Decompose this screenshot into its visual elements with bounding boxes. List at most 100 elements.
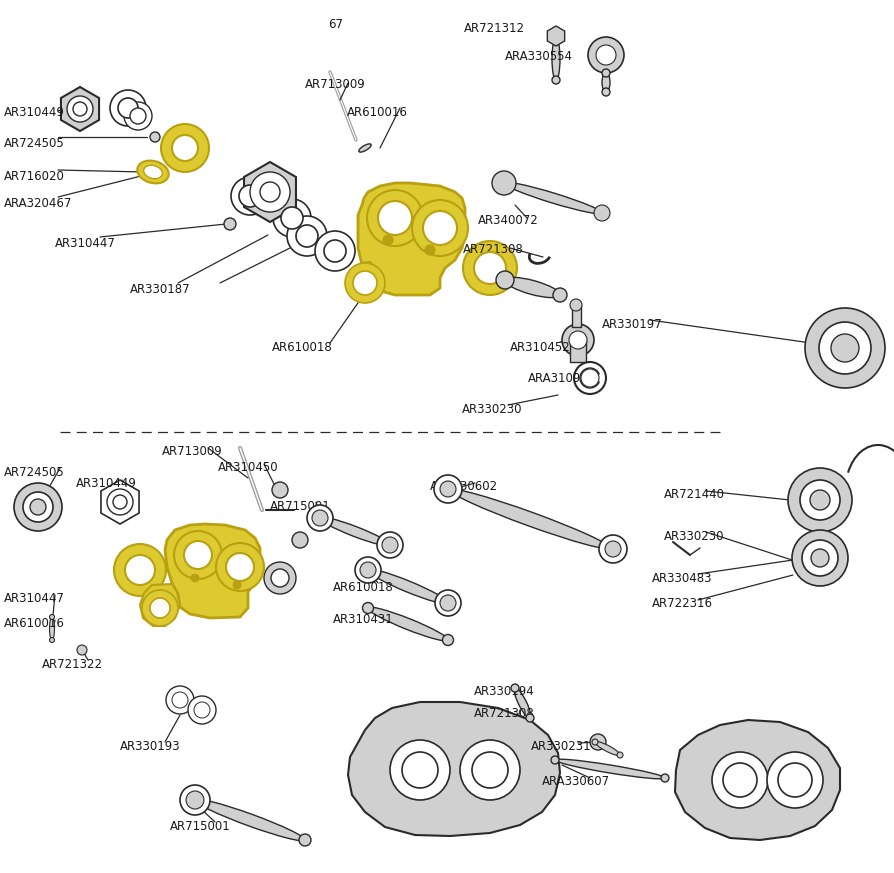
Circle shape bbox=[390, 740, 450, 800]
Circle shape bbox=[552, 76, 560, 84]
Text: AR721308: AR721308 bbox=[463, 243, 524, 256]
Circle shape bbox=[264, 562, 296, 594]
Circle shape bbox=[345, 263, 385, 303]
Circle shape bbox=[463, 241, 517, 295]
Circle shape bbox=[114, 544, 166, 596]
Circle shape bbox=[385, 540, 395, 550]
Polygon shape bbox=[348, 262, 380, 300]
Polygon shape bbox=[61, 87, 99, 131]
Text: AR330197: AR330197 bbox=[602, 318, 662, 331]
Text: AR330194: AR330194 bbox=[474, 685, 535, 698]
Ellipse shape bbox=[138, 161, 169, 183]
Circle shape bbox=[315, 231, 355, 271]
Circle shape bbox=[315, 513, 325, 523]
Polygon shape bbox=[358, 183, 465, 295]
Circle shape bbox=[440, 481, 456, 497]
Circle shape bbox=[443, 635, 453, 645]
Circle shape bbox=[272, 482, 288, 498]
Circle shape bbox=[118, 98, 138, 118]
Polygon shape bbox=[101, 480, 139, 524]
Circle shape bbox=[499, 178, 509, 188]
Circle shape bbox=[819, 322, 871, 374]
Circle shape bbox=[605, 541, 621, 557]
Circle shape bbox=[353, 271, 377, 295]
Circle shape bbox=[150, 598, 170, 618]
Polygon shape bbox=[140, 584, 180, 626]
Text: AR310447: AR310447 bbox=[55, 237, 116, 250]
Ellipse shape bbox=[450, 489, 610, 549]
Circle shape bbox=[231, 177, 269, 215]
Polygon shape bbox=[165, 524, 260, 618]
Text: ARA330554: ARA330554 bbox=[505, 50, 573, 63]
Circle shape bbox=[226, 553, 254, 581]
Circle shape bbox=[594, 205, 610, 221]
Circle shape bbox=[174, 531, 222, 579]
Text: AR610018: AR610018 bbox=[333, 581, 393, 594]
Polygon shape bbox=[547, 26, 565, 46]
Circle shape bbox=[788, 468, 852, 532]
Polygon shape bbox=[675, 720, 840, 840]
Circle shape bbox=[191, 574, 199, 582]
Circle shape bbox=[492, 171, 516, 195]
Circle shape bbox=[570, 299, 582, 311]
Circle shape bbox=[574, 362, 606, 394]
Circle shape bbox=[125, 555, 155, 585]
Bar bbox=[572, 305, 581, 327]
Circle shape bbox=[287, 216, 327, 256]
Circle shape bbox=[434, 475, 462, 503]
Text: AR721440: AR721440 bbox=[664, 488, 725, 501]
Circle shape bbox=[831, 334, 859, 362]
Circle shape bbox=[552, 34, 560, 42]
Circle shape bbox=[603, 541, 617, 555]
Text: AR715001: AR715001 bbox=[170, 820, 231, 833]
Circle shape bbox=[569, 331, 587, 349]
Circle shape bbox=[474, 252, 506, 284]
Ellipse shape bbox=[368, 569, 448, 604]
Circle shape bbox=[172, 135, 198, 161]
Circle shape bbox=[511, 684, 519, 692]
Ellipse shape bbox=[595, 741, 620, 755]
Circle shape bbox=[161, 124, 209, 172]
Text: ARA310954: ARA310954 bbox=[528, 372, 596, 385]
Polygon shape bbox=[244, 162, 296, 222]
Circle shape bbox=[498, 273, 512, 287]
Text: AR310447: AR310447 bbox=[4, 592, 65, 605]
Circle shape bbox=[472, 752, 508, 788]
Text: AR330483: AR330483 bbox=[652, 572, 713, 585]
Text: AR330230: AR330230 bbox=[664, 530, 724, 543]
Circle shape bbox=[281, 207, 303, 229]
Circle shape bbox=[67, 96, 93, 122]
Circle shape bbox=[166, 686, 194, 714]
Circle shape bbox=[49, 637, 55, 643]
Circle shape bbox=[142, 590, 178, 626]
Circle shape bbox=[150, 132, 160, 142]
Circle shape bbox=[723, 763, 757, 797]
Circle shape bbox=[562, 324, 594, 356]
Text: ARA330602: ARA330602 bbox=[430, 480, 498, 493]
Circle shape bbox=[307, 505, 333, 531]
Circle shape bbox=[596, 45, 616, 65]
Circle shape bbox=[292, 532, 308, 548]
Text: AR722316: AR722316 bbox=[652, 597, 713, 610]
Circle shape bbox=[124, 102, 152, 130]
Circle shape bbox=[805, 308, 885, 388]
Ellipse shape bbox=[555, 760, 665, 779]
Circle shape bbox=[435, 590, 461, 616]
Circle shape bbox=[443, 483, 457, 497]
Circle shape bbox=[460, 740, 520, 800]
Circle shape bbox=[496, 271, 514, 289]
Circle shape bbox=[440, 595, 456, 611]
Circle shape bbox=[617, 752, 623, 758]
Circle shape bbox=[423, 211, 457, 245]
Circle shape bbox=[233, 581, 241, 589]
Circle shape bbox=[425, 245, 435, 255]
Text: ARA330607: ARA330607 bbox=[542, 775, 610, 788]
Text: AR340072: AR340072 bbox=[478, 214, 539, 227]
Circle shape bbox=[712, 752, 768, 808]
Circle shape bbox=[402, 752, 438, 788]
Text: AR721312: AR721312 bbox=[464, 22, 525, 35]
Text: AR310452: AR310452 bbox=[510, 341, 570, 354]
Text: AR330230: AR330230 bbox=[462, 403, 522, 416]
Text: AR330193: AR330193 bbox=[120, 740, 181, 753]
Ellipse shape bbox=[505, 278, 560, 298]
